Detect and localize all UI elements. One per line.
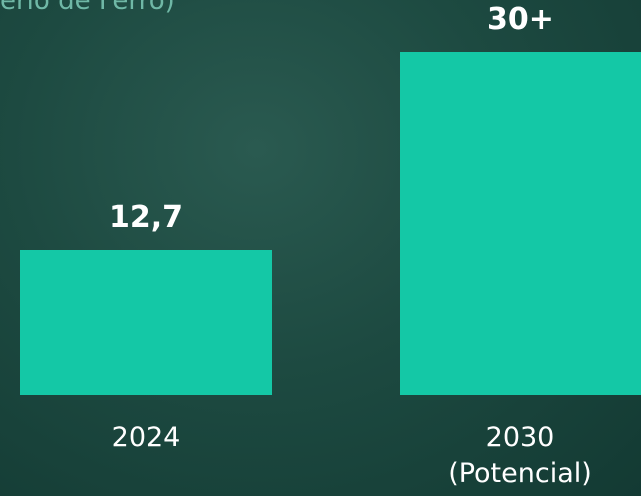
chart: ério de Ferro) 12,7 2024 30+ 2030 (Potencia… [0, 0, 641, 496]
bar [400, 52, 641, 395]
x-tick-label: 2030 (Potencial) [445, 420, 595, 492]
x-tick-label: 2024 [71, 420, 221, 456]
value-label: 30+ [421, 2, 621, 37]
chart-subtitle: ério de Ferro) [0, 0, 175, 16]
value-label: 12,7 [46, 200, 246, 235]
bar [20, 250, 272, 395]
